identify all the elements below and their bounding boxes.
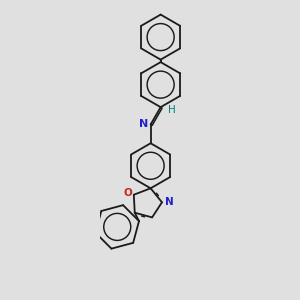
Text: N: N	[140, 119, 149, 129]
Text: O: O	[123, 188, 132, 199]
Text: N: N	[165, 197, 174, 207]
Text: H: H	[168, 105, 176, 115]
